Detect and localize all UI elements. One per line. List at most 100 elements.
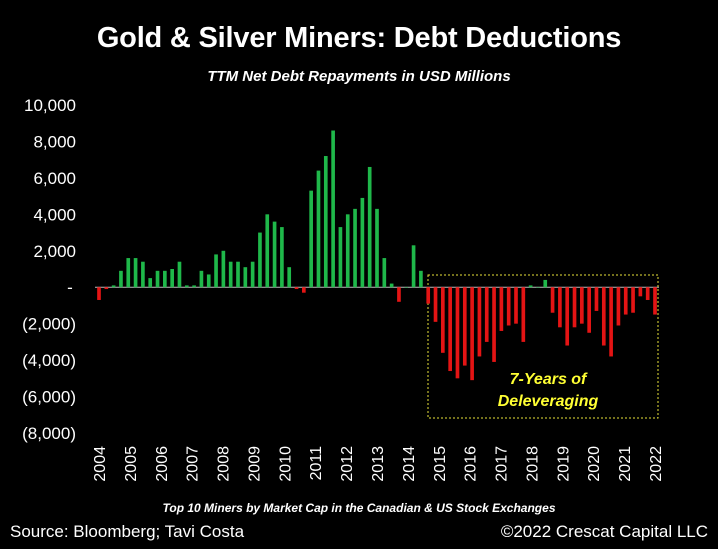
bar xyxy=(170,269,174,288)
bar xyxy=(111,285,116,288)
bar xyxy=(609,287,613,357)
chart-footnote: Top 10 Miners by Market Cap in the Canad… xyxy=(162,501,556,515)
source-text: Source: Bloomberg; Tavi Costa xyxy=(10,522,245,541)
bar xyxy=(645,287,650,300)
bar xyxy=(382,258,387,288)
y-tick-label: - xyxy=(67,278,73,297)
bar xyxy=(367,166,372,288)
bar xyxy=(243,267,248,288)
bar xyxy=(302,287,306,293)
bar xyxy=(397,287,401,302)
bar xyxy=(287,267,292,288)
x-tick-label: 2018 xyxy=(524,446,541,482)
bar xyxy=(536,287,540,288)
bar xyxy=(448,287,452,372)
bar xyxy=(623,287,628,315)
bar xyxy=(133,258,138,288)
bar xyxy=(404,287,409,288)
bar xyxy=(221,250,226,288)
bar xyxy=(455,287,460,379)
bar xyxy=(104,287,109,290)
bar xyxy=(426,287,431,304)
bar xyxy=(477,287,482,357)
x-tick-label: 2014 xyxy=(401,446,418,482)
bar xyxy=(470,287,474,381)
bar xyxy=(177,261,182,288)
bar xyxy=(345,214,350,288)
bar xyxy=(441,287,445,353)
bar xyxy=(550,287,555,313)
bar xyxy=(119,270,123,288)
y-tick-label: 4,000 xyxy=(33,205,76,224)
bar xyxy=(294,287,299,290)
bar xyxy=(353,208,357,288)
bar xyxy=(309,190,313,288)
x-tick-label: 2019 xyxy=(555,446,572,482)
bar xyxy=(506,287,511,326)
bar xyxy=(462,287,467,366)
bar xyxy=(616,287,621,326)
bar xyxy=(631,287,635,313)
x-tick-label: 2016 xyxy=(463,446,480,482)
bar xyxy=(558,287,562,328)
bar xyxy=(250,261,255,288)
x-tick-label: 2022 xyxy=(648,446,665,482)
x-tick-label: 2006 xyxy=(154,446,171,482)
x-tick-label: 2015 xyxy=(432,446,449,482)
bar xyxy=(653,287,657,315)
copyright-text: ©2022 Crescat Capital LLC xyxy=(500,522,708,541)
y-axis: 10,000 8,000 6,000 4,000 2,000 - (2,000) (4,000… xyxy=(22,96,76,443)
bar xyxy=(228,261,233,288)
deleveraging-box xyxy=(427,274,659,419)
bar xyxy=(521,287,526,342)
bar xyxy=(331,130,335,288)
y-tick-label: (2,000) xyxy=(22,315,76,334)
x-tick-label: 2011 xyxy=(308,446,325,481)
bar xyxy=(163,270,167,288)
x-tick-label: 2020 xyxy=(586,446,603,482)
bar xyxy=(543,279,548,288)
y-tick-label: (8,000) xyxy=(22,424,76,443)
bar xyxy=(192,285,196,288)
x-axis: 2004 2005 2006 2007 2008 2009 2010 2011 2012 2013… xyxy=(92,446,665,482)
bar xyxy=(236,261,240,288)
x-tick-label: 2021 xyxy=(617,446,634,482)
y-tick-label: (6,000) xyxy=(22,388,76,407)
bar xyxy=(316,170,321,288)
y-tick-label: 8,000 xyxy=(33,132,76,151)
annotation-line1: 7-Years of xyxy=(510,371,588,388)
y-tick-label: (4,000) xyxy=(22,351,76,370)
bar xyxy=(484,287,489,342)
x-tick-label: 2007 xyxy=(185,446,202,482)
bar xyxy=(580,287,584,324)
bar xyxy=(97,287,101,300)
y-tick-label: 10,000 xyxy=(24,96,76,115)
x-tick-label: 2010 xyxy=(277,446,294,482)
bar xyxy=(419,270,423,288)
bar xyxy=(323,156,328,288)
x-tick-label: 2009 xyxy=(246,446,263,482)
y-tick-label: 6,000 xyxy=(33,169,76,188)
bar xyxy=(528,285,533,288)
bar xyxy=(280,227,284,288)
bar xyxy=(499,287,504,331)
bar xyxy=(433,287,438,322)
bar xyxy=(587,287,591,333)
bar xyxy=(638,287,643,297)
bar xyxy=(155,270,160,288)
bar xyxy=(492,287,496,362)
chart-subtitle: TTM Net Debt Repayments in USD Millions xyxy=(207,68,511,85)
bar xyxy=(214,254,218,288)
bar xyxy=(126,258,131,288)
bar xyxy=(199,270,204,288)
chart-title: Gold & Silver Miners: Debt Deductions xyxy=(96,22,622,54)
bar xyxy=(565,287,570,346)
annotation-line2: Deleveraging xyxy=(498,393,599,410)
bar xyxy=(272,221,277,288)
y-tick-label: 2,000 xyxy=(33,242,76,261)
bar xyxy=(206,274,211,288)
x-tick-label: 2005 xyxy=(123,446,140,482)
bar xyxy=(411,245,416,288)
bar xyxy=(338,227,343,288)
